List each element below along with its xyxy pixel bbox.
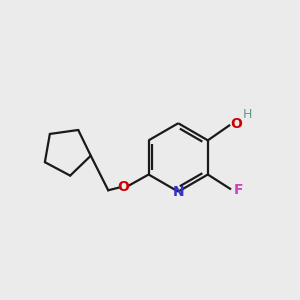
Text: O: O: [117, 180, 129, 194]
Text: O: O: [230, 117, 242, 131]
Text: H: H: [242, 108, 252, 121]
Text: F: F: [234, 183, 243, 197]
Text: N: N: [172, 184, 184, 199]
